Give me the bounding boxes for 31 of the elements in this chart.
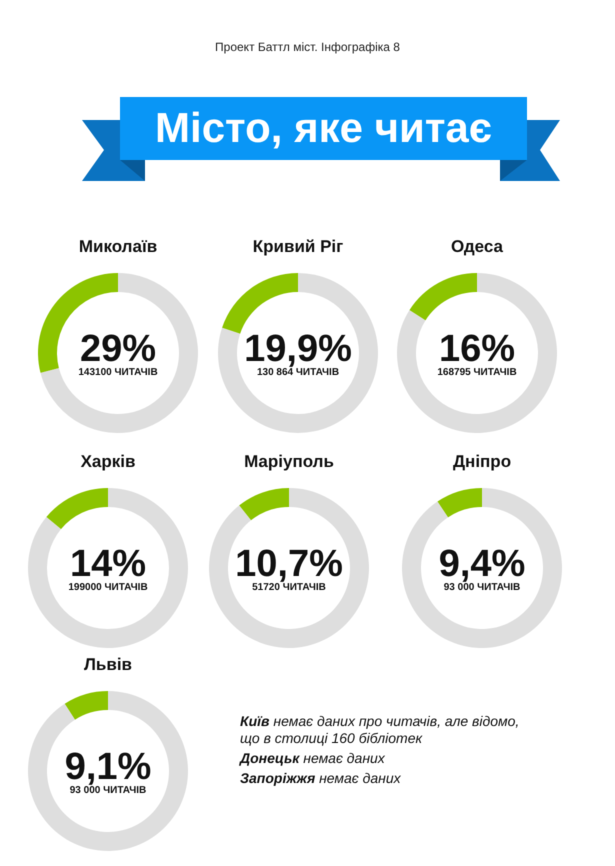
- donut-slice: [28, 488, 188, 648]
- chart-title: Маріуполь: [244, 452, 334, 471]
- text: 130 864 ЧИТАЧІВ: [256, 367, 340, 378]
- donut-slice: [218, 273, 378, 433]
- donut-slice: [209, 488, 369, 648]
- donut-slice: [397, 273, 557, 433]
- text: Проект Баттл міст. Інфографіка 8: [214, 40, 401, 54]
- donut-slice: [222, 273, 298, 334]
- donut-slice: [402, 488, 562, 648]
- donut-slice: [409, 273, 477, 320]
- chart-title: Львів: [84, 655, 132, 674]
- chart-title: Дніпро: [452, 452, 512, 471]
- donut-slice: [28, 691, 188, 851]
- donut-slice: [239, 488, 289, 520]
- text: 93 000 ЧИТАЧІВ: [444, 582, 520, 593]
- donut-slice: [64, 691, 108, 720]
- text: Донецьк немає даних: [240, 750, 386, 767]
- text: 199000 ЧИТАЧІВ: [68, 582, 148, 593]
- text: Місто, яке читає: [154, 103, 493, 153]
- chart-title: Одеса: [451, 237, 504, 256]
- chart-title: Кривий Ріг: [252, 237, 344, 256]
- chart-title: Миколаїв: [78, 237, 158, 256]
- donut-slice: [437, 488, 482, 518]
- donut-slice: [40, 273, 198, 433]
- text: 51720 ЧИТАЧІВ: [252, 582, 326, 593]
- donut-slice: [46, 488, 108, 530]
- chart-title: Харків: [80, 452, 136, 471]
- text: 93 000 ЧИТАЧІВ: [70, 785, 146, 796]
- text: 143100 ЧИТАЧІВ: [78, 367, 158, 378]
- text: Запоріжжя немає даних: [240, 770, 402, 787]
- text: 168795 ЧИТАЧІВ: [437, 367, 517, 378]
